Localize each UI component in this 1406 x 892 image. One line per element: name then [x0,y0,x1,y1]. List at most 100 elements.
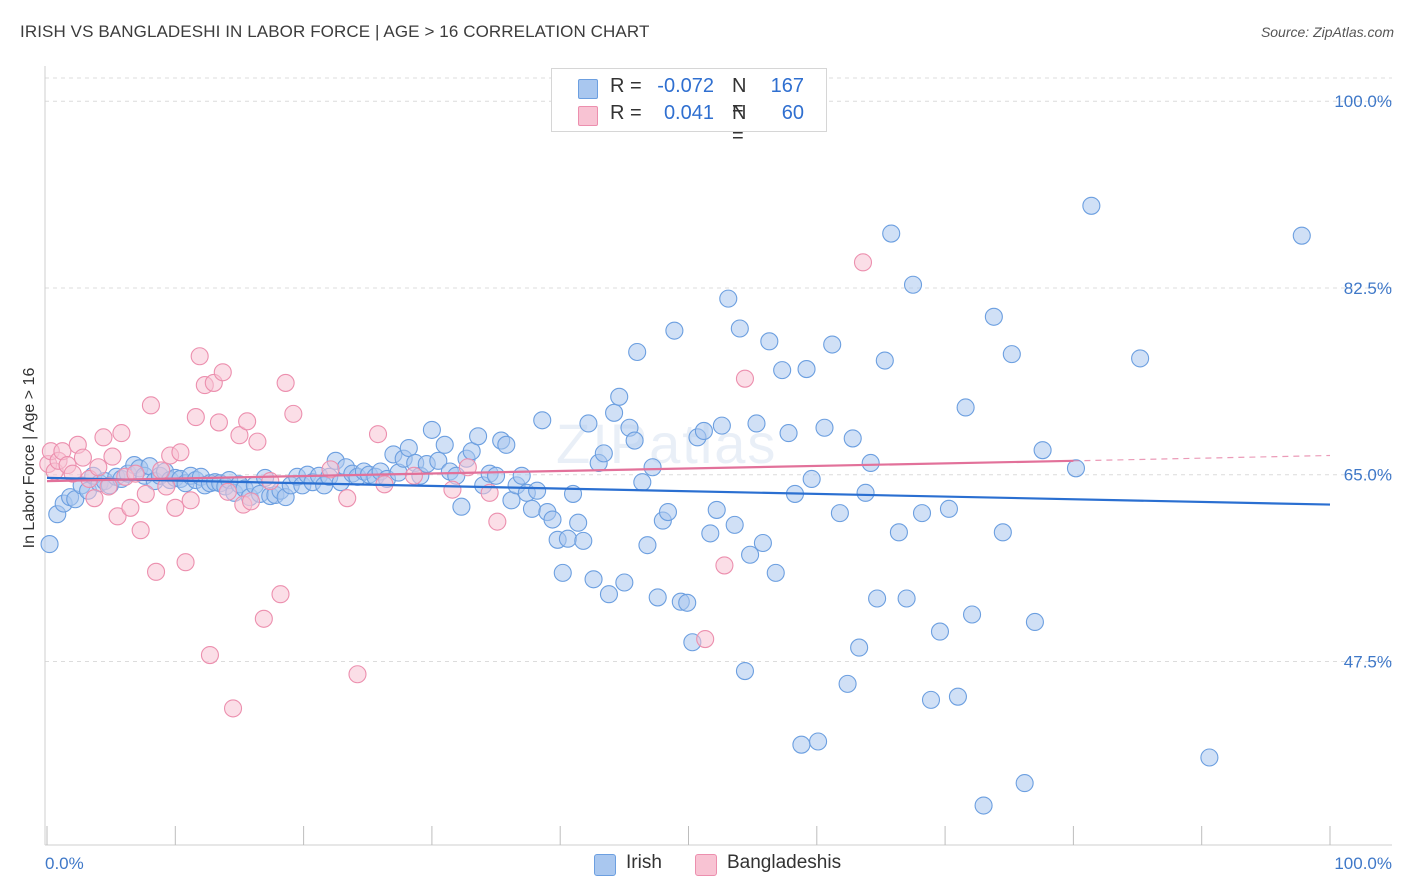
irish-point [1002,345,1021,364]
bangladeshi-point [171,443,190,462]
irish-point [856,483,875,502]
irish-point [868,589,887,608]
irish-point [809,732,828,751]
legend-label-irish: Irish [626,852,662,873]
legend-swatch-irish [578,79,598,99]
bangladeshi-point [230,426,249,445]
irish-point [773,361,792,380]
bangladeshi-point [176,553,195,572]
irish-point [569,513,588,532]
bangladeshi-point [261,472,280,491]
bangladeshi-point [121,498,140,517]
irish-point [747,414,766,433]
bangladeshi-point [94,428,113,447]
irish-point [1292,226,1311,245]
bangladeshi-point [209,413,228,432]
bangladeshi-point [248,432,267,451]
bangladeshi-point [218,482,237,501]
bangladeshi-point [112,424,131,443]
irish-point [861,453,880,473]
bangladeshi-point [89,458,108,477]
irish-point [594,444,613,463]
bangladeshi-point [141,396,160,415]
irish-point [633,473,652,492]
irish-point [707,500,726,519]
x-tick-label: 0.0% [45,854,84,873]
bangladeshi-point [73,448,92,467]
legend-n-value: 60 [781,102,804,124]
irish-point [701,524,720,543]
bangladeshi-point [147,562,166,581]
irish-point [725,515,744,534]
irish-point [528,481,547,500]
irish-point [1200,748,1219,767]
data-points [39,196,1311,815]
bangladeshi-point [696,629,715,649]
bangladeshi-point [108,507,127,526]
irish-point [643,458,662,477]
irish-point [735,662,755,681]
irish-point [730,319,749,338]
bangladeshi-point [404,466,423,485]
irish-point [875,351,894,370]
legend-r-label: R = [610,102,642,124]
bangladeshi-point [213,363,232,382]
irish-point [512,466,531,485]
legend-swatch-irish [594,854,616,876]
y-axis-title: In Labor Force | Age > 16 [21,368,38,549]
irish-point [399,438,418,458]
bangladeshi-point [126,464,145,483]
irish-point [1082,196,1101,215]
legend-r-value: -0.072 [657,75,714,97]
legend-n-label: N = [732,75,747,120]
y-tick-label: 100.0% [1334,92,1392,111]
irish-point [497,435,516,454]
bangladeshi-point [488,512,507,531]
irish-point [638,536,657,555]
bangladeshi-point [166,498,185,517]
legend-label-bangladeshis: Bangladeshis [727,852,842,873]
irish-point [625,431,644,450]
irish-point [843,429,862,448]
bangladeshi-point [735,369,755,388]
source-label: Source: ZipAtlas.com [1260,24,1394,40]
irish-point [658,503,678,522]
legend-r-value: 0.041 [663,102,714,124]
irish-point [897,589,916,608]
irish-point [712,416,731,435]
irish-point [882,224,901,243]
irish-point [930,622,950,641]
bangladeshi-point [368,425,388,444]
irish-point [815,418,834,437]
irish-point [1025,612,1044,632]
irish-point [543,510,562,529]
irish-point [435,435,454,454]
bangladeshi-point [136,484,155,503]
bangladeshi-point [181,491,200,510]
bangladeshi-point [241,492,261,511]
bangladeshi-point [152,461,171,480]
legend-swatch-bangladeshis [695,854,717,876]
irish-point [753,533,772,553]
irish-point [838,674,857,693]
irish-point [599,585,619,604]
irish-point [766,563,785,582]
bangladeshi-point [131,521,150,540]
irish-point [1066,459,1086,478]
y-tick-label: 82.5% [1344,279,1392,298]
irish-point [452,497,471,516]
irish-point [422,420,441,439]
irish-point [719,289,738,308]
irish-point [429,451,448,470]
bangladeshi-point [190,347,209,366]
legend-n-value: 167 [770,75,804,97]
bangladeshi-trend-line-extension [1073,454,1331,462]
irish-point [610,387,629,406]
irish-point [558,529,577,548]
irish-point [741,545,760,564]
trend-lines [46,454,1331,506]
bangladeshi-point [200,646,219,665]
irish-point [889,523,908,542]
bangladeshi-point [99,477,118,496]
irish-point [921,690,941,709]
